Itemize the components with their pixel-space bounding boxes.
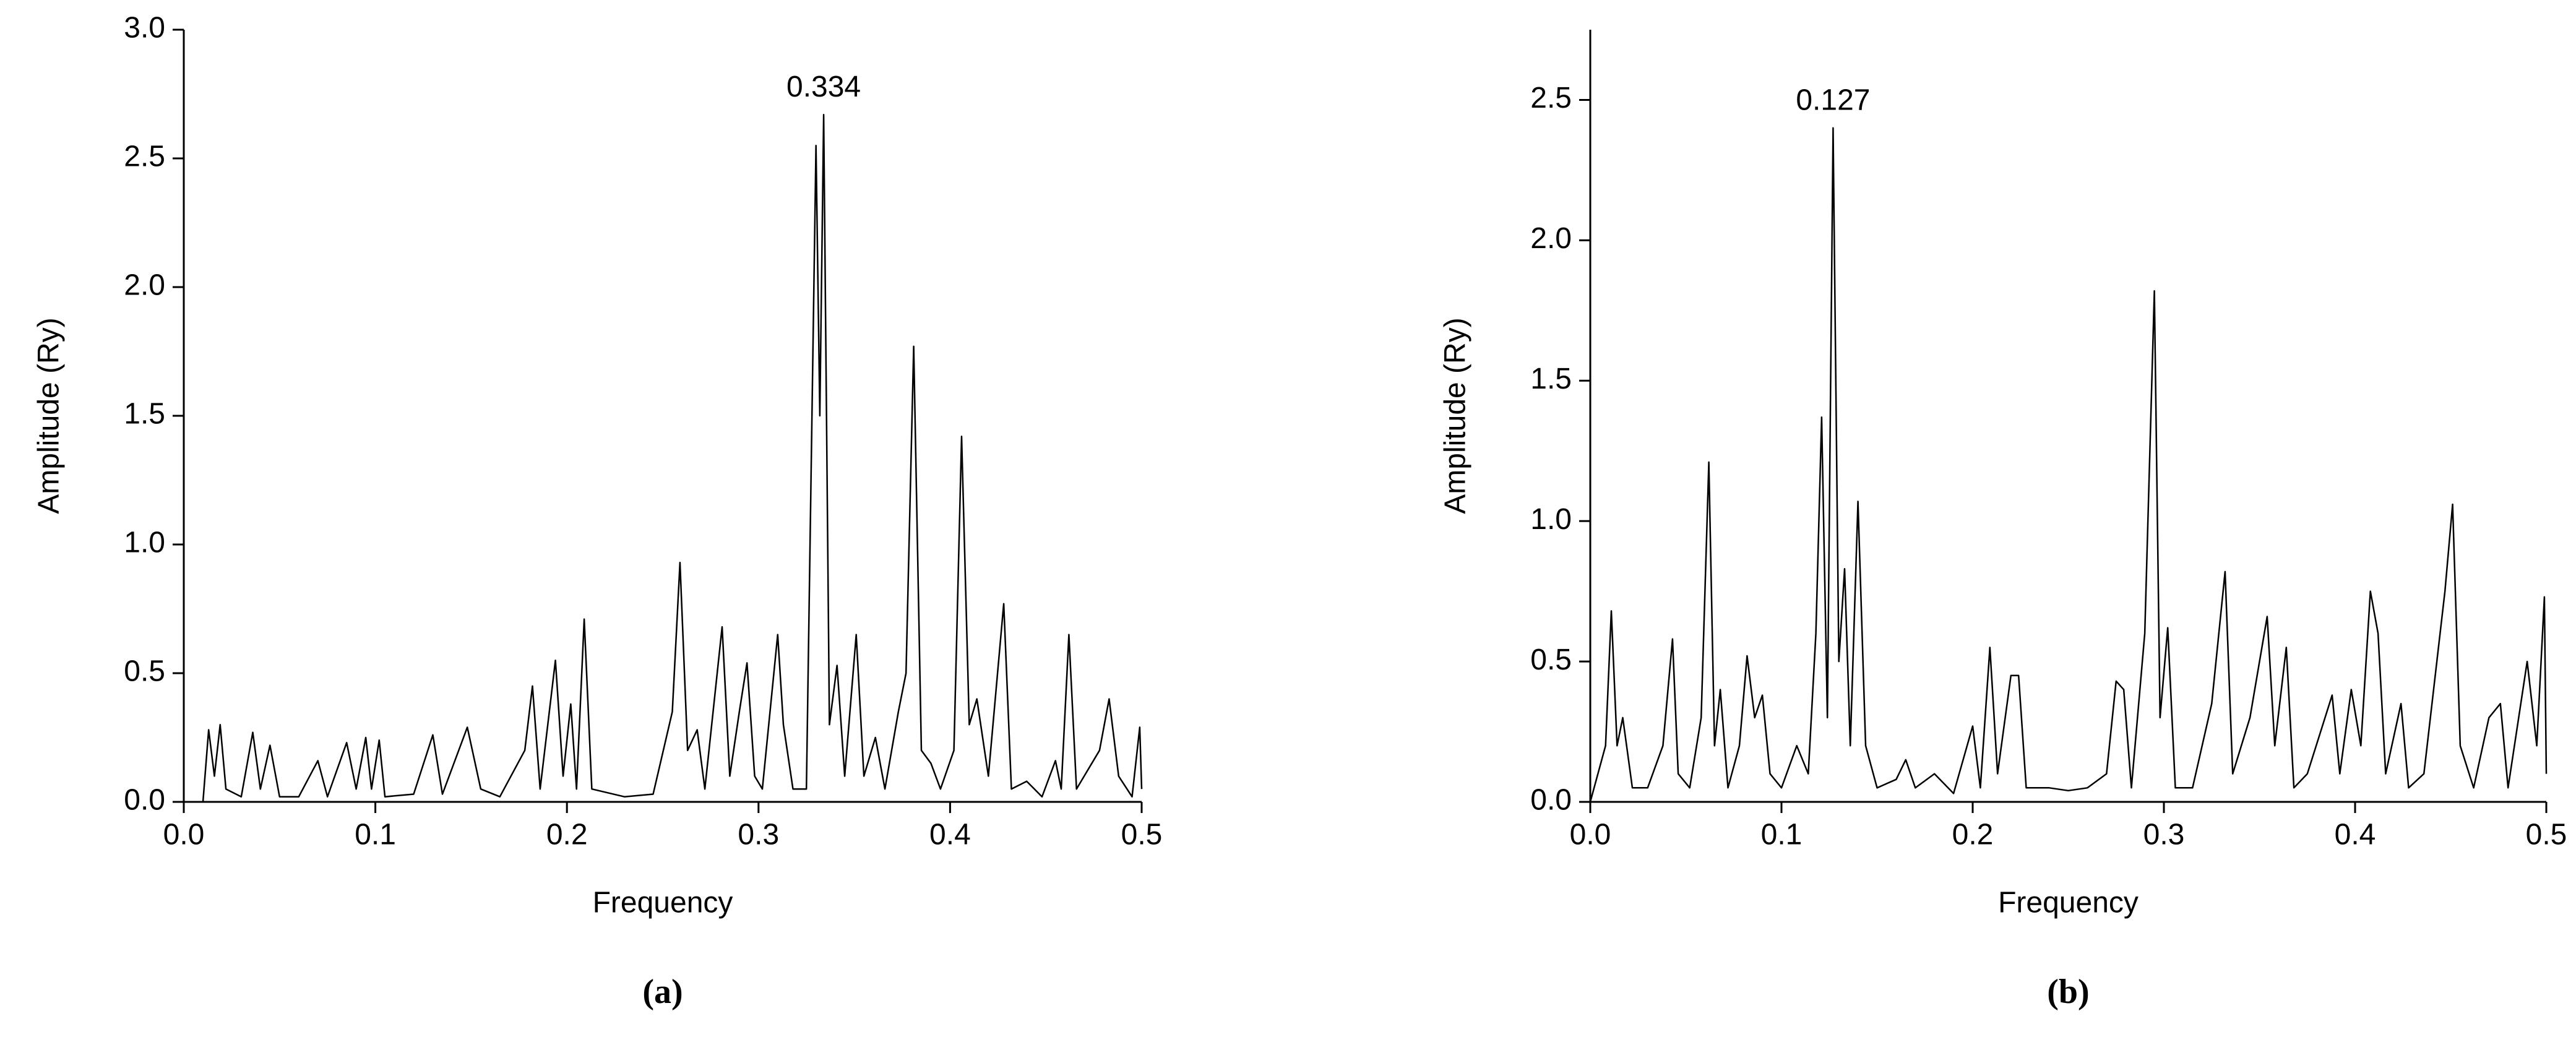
x-axis-label: Frequency (1998, 887, 2139, 919)
y-tick-label: 0.0 (1530, 784, 1572, 817)
y-tick-label: 1.5 (124, 398, 165, 431)
y-tick-label: 2.5 (1530, 82, 1572, 114)
peak-annotation: 0.334 (786, 71, 861, 103)
x-tick-label: 0.4 (2335, 819, 2376, 851)
x-axis-label: Frequency (593, 887, 733, 919)
y-axis-label: Amplitude (Ry) (33, 317, 66, 514)
x-tick-label: 0.0 (1570, 819, 1611, 851)
x-tick-label: 0.3 (2143, 819, 2185, 851)
peak-annotation: 0.127 (1796, 84, 1870, 117)
y-tick-label: 1.0 (124, 527, 165, 559)
y-tick-label: 0.5 (124, 655, 165, 688)
x-tick-label: 0.5 (1121, 819, 1163, 851)
y-tick-label: 0.5 (1530, 643, 1572, 676)
x-tick-label: 0.4 (929, 819, 971, 851)
x-tick-label: 0.0 (163, 819, 205, 851)
y-tick-label: 0.0 (124, 784, 165, 817)
x-tick-label: 0.2 (1952, 819, 1994, 851)
y-tick-label: 3.0 (124, 12, 165, 45)
x-tick-label: 0.3 (738, 819, 779, 851)
x-tick-label: 0.1 (355, 819, 396, 851)
x-tick-label: 0.1 (1761, 819, 1803, 851)
spectrum-line (202, 114, 1143, 802)
y-tick-label: 2.0 (124, 269, 165, 302)
y-tick-label: 2.5 (124, 140, 165, 173)
y-axis-label: Amplitude (Ry) (1439, 317, 1472, 514)
x-tick-label: 0.2 (546, 819, 588, 851)
panel-caption: (b) (2047, 973, 2089, 1011)
spectrum-line (1589, 127, 2548, 802)
x-tick-label: 0.5 (2526, 819, 2567, 851)
y-tick-label: 1.5 (1530, 363, 1572, 395)
panel-caption: (a) (642, 973, 683, 1011)
y-tick-label: 1.0 (1530, 503, 1572, 536)
y-tick-label: 2.0 (1530, 222, 1572, 255)
